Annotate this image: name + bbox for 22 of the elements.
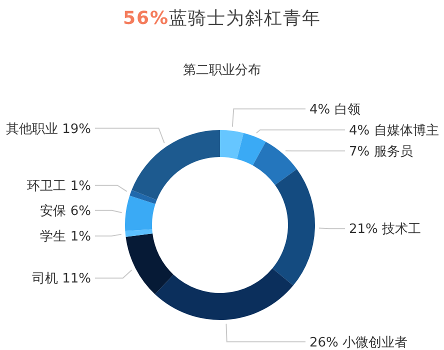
slice-label: 环卫工 1%	[27, 178, 91, 194]
donut-slice	[130, 190, 157, 204]
slice-label: 安保 6%	[40, 202, 91, 219]
donut-slice	[252, 142, 297, 186]
slice-label: 4% 白领	[310, 102, 360, 118]
slice-label: 学生 1%	[40, 230, 91, 245]
donut-slice	[220, 130, 244, 160]
donut-slice	[236, 132, 266, 166]
slice-label: 4% 自媒体博主	[349, 122, 439, 138]
donut-slice	[154, 268, 294, 320]
slice-label: 其他职业 19%	[6, 122, 91, 137]
donut-slice	[272, 169, 315, 286]
slice-label: 26% 小微创业者	[310, 335, 408, 350]
chart-subtitle: 第二职业分布	[183, 63, 261, 78]
slice-label: 司机 11%	[32, 272, 91, 287]
slice-label: 7% 服务员	[349, 144, 413, 160]
chart-title: 56%蓝骑士为斜杠青年	[122, 8, 322, 29]
donut-slice	[125, 229, 153, 237]
donut-slice	[132, 130, 220, 200]
donut-slice	[125, 196, 156, 231]
slice-label: 21% 技术工	[349, 222, 422, 238]
donut-slice	[126, 234, 174, 294]
